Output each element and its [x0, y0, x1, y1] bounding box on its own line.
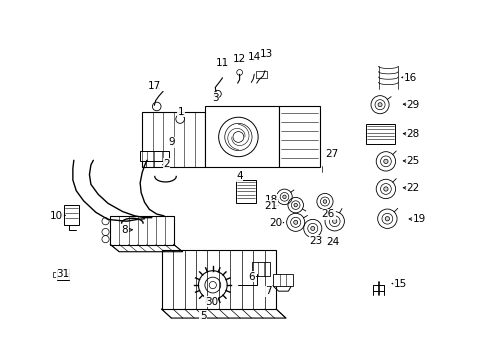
- Bar: [110, 216, 173, 244]
- Text: 14: 14: [247, 52, 260, 62]
- Text: 16: 16: [403, 73, 416, 83]
- Text: 13: 13: [259, 49, 272, 59]
- Circle shape: [282, 195, 285, 199]
- Circle shape: [323, 200, 326, 203]
- Text: 12: 12: [232, 54, 246, 64]
- Bar: [57, 269, 69, 280]
- Bar: [161, 250, 276, 309]
- Bar: [256, 71, 266, 78]
- Bar: [251, 262, 270, 276]
- Text: 15: 15: [393, 279, 407, 289]
- Bar: [205, 107, 278, 167]
- Text: 10: 10: [50, 211, 63, 221]
- Bar: [64, 205, 79, 225]
- Text: 27: 27: [325, 149, 338, 159]
- Text: 2: 2: [163, 159, 169, 169]
- Text: 18: 18: [264, 195, 277, 205]
- Text: 24: 24: [326, 237, 339, 247]
- Bar: [142, 112, 205, 167]
- Text: 5: 5: [199, 311, 206, 321]
- Circle shape: [383, 159, 387, 163]
- Circle shape: [383, 187, 387, 191]
- Text: 3: 3: [211, 93, 218, 103]
- Text: 30: 30: [204, 297, 218, 307]
- Text: 31: 31: [57, 269, 70, 279]
- Text: 21: 21: [264, 201, 277, 211]
- Circle shape: [293, 203, 297, 207]
- Text: 7: 7: [265, 286, 272, 296]
- Bar: [140, 151, 168, 161]
- Text: 28: 28: [405, 129, 419, 139]
- Text: 17: 17: [147, 81, 161, 91]
- Text: 11: 11: [216, 58, 229, 68]
- Bar: [366, 125, 394, 144]
- Text: 26: 26: [321, 209, 334, 219]
- Circle shape: [377, 103, 381, 107]
- Text: 9: 9: [168, 138, 174, 147]
- Bar: [272, 274, 293, 286]
- Text: 1: 1: [178, 107, 184, 117]
- Bar: [278, 107, 320, 167]
- Text: 20: 20: [269, 218, 282, 228]
- Circle shape: [332, 219, 336, 224]
- Text: 22: 22: [405, 183, 419, 193]
- Text: 23: 23: [309, 236, 322, 246]
- Text: 25: 25: [405, 156, 419, 166]
- Circle shape: [293, 220, 297, 224]
- Text: 8: 8: [122, 225, 128, 235]
- Circle shape: [385, 217, 389, 221]
- Text: 4: 4: [236, 171, 243, 181]
- Circle shape: [310, 226, 314, 230]
- Text: 19: 19: [411, 215, 425, 224]
- Bar: [235, 180, 256, 203]
- Text: 29: 29: [405, 100, 419, 110]
- Text: 6: 6: [248, 272, 255, 282]
